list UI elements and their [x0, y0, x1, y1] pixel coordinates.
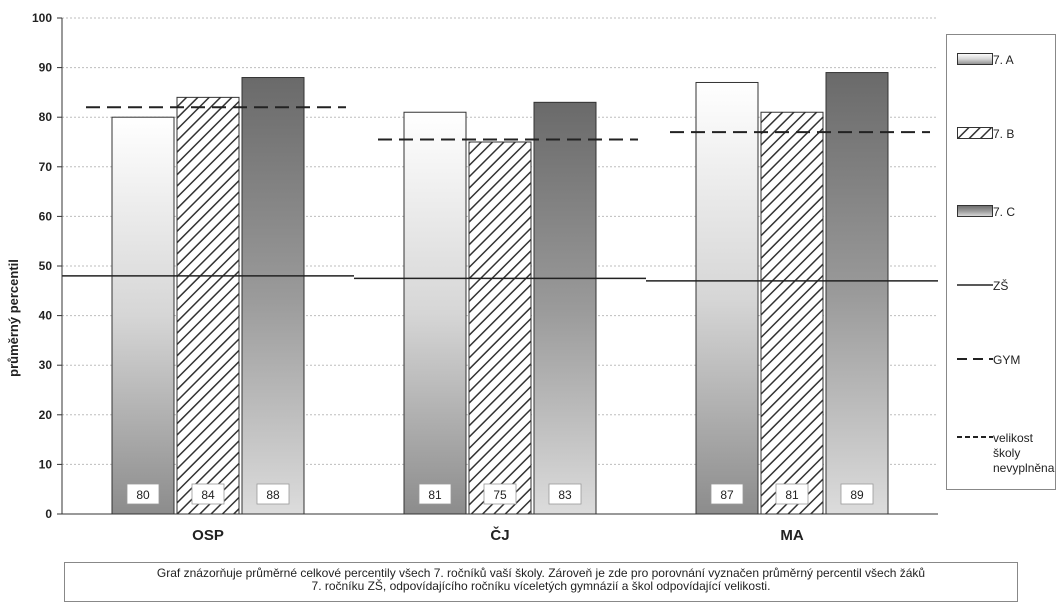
y-axis-label: průměrný percentil: [6, 259, 21, 377]
bar-chart: 0 10 20 30 40 50 60 70 80 90 100 OSP ČJ MA 80 84 88 81 7…: [6, 11, 938, 544]
bar-7c-2: [825, 72, 889, 515]
y-tick-label: 60: [39, 209, 53, 223]
legend-label-velikost: velikost školy nevyplněna: [993, 431, 1055, 475]
legend-label-gym: GYM: [993, 353, 1021, 367]
caption-line-1: Graf znázorňuje průměrné celkové percent…: [156, 566, 926, 580]
legend-swatch-7a: [957, 53, 993, 65]
data-label-box: [191, 483, 225, 505]
bar-7b-1: [468, 141, 532, 515]
y-tick-label: 90: [39, 61, 53, 75]
legend-swatch-zs: [957, 284, 993, 286]
legend-label-zs: ZŠ: [993, 279, 1009, 293]
category-labels: OSP ČJ MA: [192, 526, 804, 544]
legend-swatch-7b: [957, 127, 993, 139]
chart-caption: Graf znázorňuje průměrné celkové percent…: [64, 562, 1018, 602]
y-tick-labels: 0 10 20 30 40 50 60 70 80 90 100: [32, 11, 62, 521]
y-tick-label: 10: [39, 457, 53, 471]
category-label: ČJ: [490, 526, 509, 544]
data-label: 87: [720, 488, 734, 502]
bar-7a-1: [403, 111, 467, 515]
legend-item-gym: GYM: [957, 353, 1020, 368]
legend-swatch-7c: [957, 205, 993, 217]
y-tick-label: 40: [39, 309, 53, 323]
caption-line-2: 7. ročníku ZŠ, odpovídajícího ročníku ví…: [311, 579, 771, 593]
data-label-box: [126, 483, 160, 505]
legend-item-7c: 7. C: [957, 205, 1015, 220]
legend-label-7b: 7. B: [993, 127, 1015, 141]
bar-7b-2: [760, 111, 824, 515]
data-label-box: [548, 483, 582, 505]
bar-7c-1: [533, 101, 597, 515]
data-label: 89: [850, 488, 864, 502]
y-tick-label: 0: [45, 507, 52, 521]
y-tick-label: 70: [39, 160, 53, 174]
y-tick-label: 80: [39, 110, 53, 124]
legend: 7. A 7. B 7. C ZŠ GYM velikost školy nev…: [946, 34, 1056, 490]
bar-7a-0: [111, 116, 175, 515]
data-label: 75: [493, 488, 507, 502]
data-label-box: [840, 483, 874, 505]
legend-item-velikost: velikost školy nevyplněna: [957, 431, 1054, 476]
data-label: 88: [266, 488, 280, 502]
data-label-box: [256, 483, 290, 505]
bar-7c-0: [241, 77, 305, 515]
data-label: 81: [785, 488, 799, 502]
data-label-box: [775, 483, 809, 505]
legend-item-7b: 7. B: [957, 127, 1014, 142]
bars-group: [111, 72, 889, 515]
data-label: 83: [558, 488, 572, 502]
legend-swatch-gym: [957, 358, 993, 360]
legend-item-7a: 7. A: [957, 53, 1014, 68]
data-label-box: [483, 483, 517, 505]
data-label: 81: [428, 488, 442, 502]
data-label-box: [418, 483, 452, 505]
reference-lines: [62, 106, 938, 282]
data-label-box: [710, 483, 744, 505]
bar-7b-0: [176, 96, 240, 515]
category-label: OSP: [192, 527, 224, 544]
legend-swatch-velikost: [957, 436, 993, 438]
legend-item-zs: ZŠ: [957, 279, 1008, 294]
bar-7a-2: [695, 81, 759, 515]
legend-label-7a: 7. A: [993, 53, 1014, 67]
y-tick-label: 20: [39, 408, 53, 422]
category-label: MA: [780, 527, 803, 544]
y-tick-label: 100: [32, 11, 52, 25]
data-label: 80: [136, 488, 150, 502]
data-labels: 80 84 88 81 75 83 87 81 89: [126, 483, 874, 505]
legend-label-7c: 7. C: [993, 205, 1016, 219]
y-tick-label: 30: [39, 358, 53, 372]
y-tick-label: 50: [39, 259, 53, 273]
data-label: 84: [201, 488, 215, 502]
